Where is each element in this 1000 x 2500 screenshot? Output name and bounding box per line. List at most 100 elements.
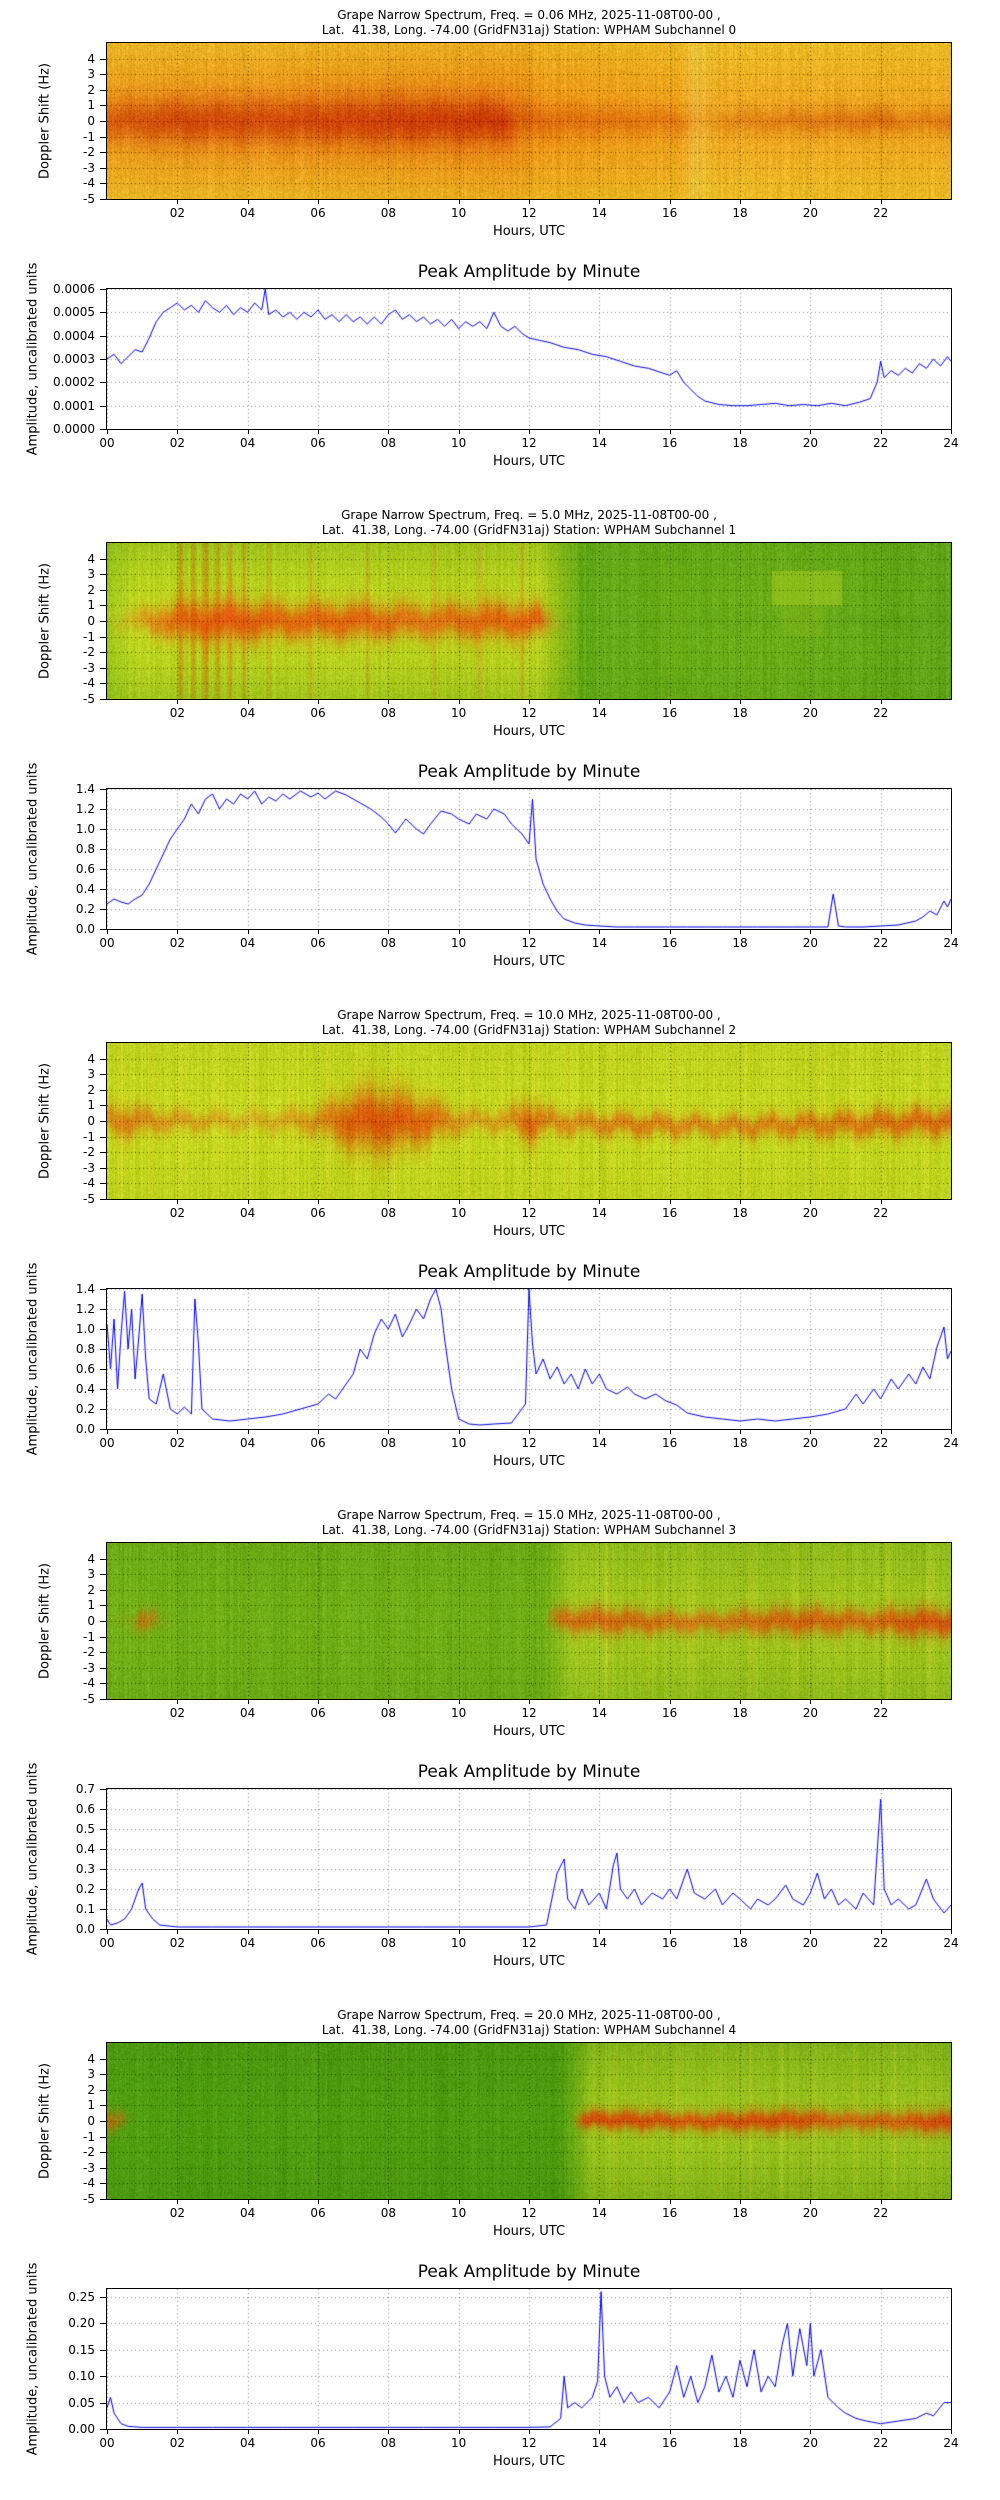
y-tick-mark [100,382,106,384]
x-tick-mark [247,429,249,434]
x-tick-mark [951,2429,952,2434]
x-tick-mark [388,2199,390,2204]
peak-amplitude-section-subchannel-1: Peak Amplitude by Minute 0.0 0.2 0.4 0.6 0.8… [0,750,1000,1000]
x-tick-label: 10 [451,1436,467,1450]
amplitude-line-canvas-subchannel-4 [107,2289,951,2429]
y-tick-mark [100,809,106,810]
x-tick-label: 08 [380,1206,396,1220]
plot-frame: 4 3 2 1 0 -1 -2 -3 -4 -5 02 04 06 08 10 12 14 16 18 20 22 D… [38,1542,952,1720]
x-tick-label: 12 [521,206,537,220]
y-tick-mark [100,1074,106,1076]
y-tick-label: -1 [83,2129,95,2144]
y-tick-label: 1 [87,598,95,613]
x-axis-ticks: 00 02 04 06 08 10 12 14 16 18 20 22 24 [99,429,959,451]
y-tick-mark [100,1605,106,1607]
x-tick-mark [669,1429,671,1434]
x-tick-mark [880,1429,882,1434]
x-tick-label: 02 [169,2436,185,2450]
y-tick-label: 0.2 [75,1882,95,1896]
x-tick-mark [740,2199,741,2204]
x-tick-mark [388,2429,390,2434]
x-tick-mark [880,1699,882,1704]
x-tick-mark [740,1429,741,1434]
x-tick-label: 20 [802,2436,818,2450]
x-tick-mark [318,1429,319,1434]
y-tick-label: -4 [83,2176,95,2191]
x-tick-label: 04 [240,706,256,720]
y-tick-label: -2 [83,2145,95,2160]
y-tick-label: -4 [83,176,95,191]
y-tick-label: 0 [87,1614,95,1628]
y-tick-label: -1 [83,1129,95,1144]
y-tick-label: 0.0000 [53,422,95,436]
y-axis-ticks: 4 3 2 1 0 -1 -2 -3 -4 -5 [45,2043,107,2206]
spectrogram-section-subchannel-4: Grape Narrow Spectrum, Freq. = 20.0 MHz,… [0,2000,1000,2250]
x-tick-mark [599,429,601,434]
y-tick-mark [100,1199,106,1200]
x-tick-mark [880,2199,882,2204]
y-tick-label: 0.20 [68,2316,95,2331]
x-tick-label: 18 [732,1706,748,1720]
x-tick-label: 20 [802,706,818,720]
y-tick-mark [100,2429,106,2430]
x-tick-label: 12 [521,2436,537,2450]
x-tick-label: 10 [451,436,467,450]
y-tick-label: 0.3 [75,1862,95,1876]
y-tick-label: 0 [87,614,95,628]
x-tick-label: 04 [240,936,256,950]
x-tick-mark [529,1199,530,1204]
y-tick-mark [100,152,106,154]
x-tick-label: 16 [662,1706,678,1720]
plot-wrap: 0.0 0.2 0.4 0.6 0.8 1.0 1.2 1.4 00 02 04 06 08 10 12 1… [26,763,959,956]
x-tick-label: 02 [169,1436,185,1450]
x-tick-mark [529,2199,530,2204]
x-tick-label: 22 [873,1206,889,1220]
x-tick-mark [880,2429,882,2434]
x-tick-label: 22 [873,206,889,220]
x-tick-label: 22 [873,2206,889,2220]
x-tick-mark [388,429,390,434]
chart-title: Peak Amplitude by Minute [417,1762,641,1782]
x-tick-mark [107,1929,108,1934]
x-tick-mark [458,2199,460,2204]
y-tick-mark [100,1699,106,1700]
y-tick-label: -3 [83,1160,95,1175]
y-tick-label: -5 [83,692,95,706]
x-tick-label: 16 [662,1936,678,1950]
x-tick-mark [388,1429,390,1434]
x-tick-mark [177,1699,179,1704]
chart-title-line2: Lat. 41.38, Long. -74.00 (GridFN31aj) St… [321,23,737,37]
x-tick-mark [810,1929,812,1934]
x-tick-label: 14 [591,1706,607,1720]
y-tick-label: 4 [87,551,95,566]
x-tick-label: 12 [521,1436,537,1450]
y-tick-mark [100,605,106,607]
x-tick-mark [669,199,671,204]
y-tick-mark [100,2089,106,2091]
y-tick-mark [100,849,106,850]
x-tick-mark [177,929,179,934]
y-tick-mark [100,929,106,930]
y-tick-label: 2 [87,82,95,97]
y-tick-mark [100,829,106,830]
x-tick-label: 20 [802,1936,818,1950]
chart-title-line2: Lat. 41.38, Long. -74.00 (GridFN31aj) St… [321,1523,737,1537]
peak-amplitude-section-subchannel-3: Peak Amplitude by Minute 0.0 0.1 0.2 0.3 0.4… [0,1750,1000,2000]
x-tick-mark [318,1699,319,1704]
y-tick-label: 1.2 [75,1302,95,1316]
y-tick-mark [100,1105,106,1107]
y-tick-label: -2 [83,1645,95,1660]
x-tick-mark [880,699,882,704]
plot-frame: 4 3 2 1 0 -1 -2 -3 -4 -5 02 04 06 08 10 12 14 16 18 20 22 D… [38,42,952,220]
chart-title: Grape Narrow Spectrum, Freq. = 0.06 MHz,… [106,8,952,38]
y-tick-label: -5 [83,2192,95,2206]
y-axis-ticks: 4 3 2 1 0 -1 -2 -3 -4 -5 [45,1043,107,1206]
x-tick-label: 00 [99,1936,115,1950]
spectrogram-canvas-subchannel-1 [107,543,951,699]
x-tick-mark [529,199,530,204]
chart-title-line1: Grape Narrow Spectrum, Freq. = 20.0 MHz,… [337,2008,721,2022]
x-tick-label: 08 [380,1936,396,1950]
x-tick-mark [951,1429,952,1434]
y-tick-mark [100,199,106,200]
x-tick-mark [318,1199,319,1204]
